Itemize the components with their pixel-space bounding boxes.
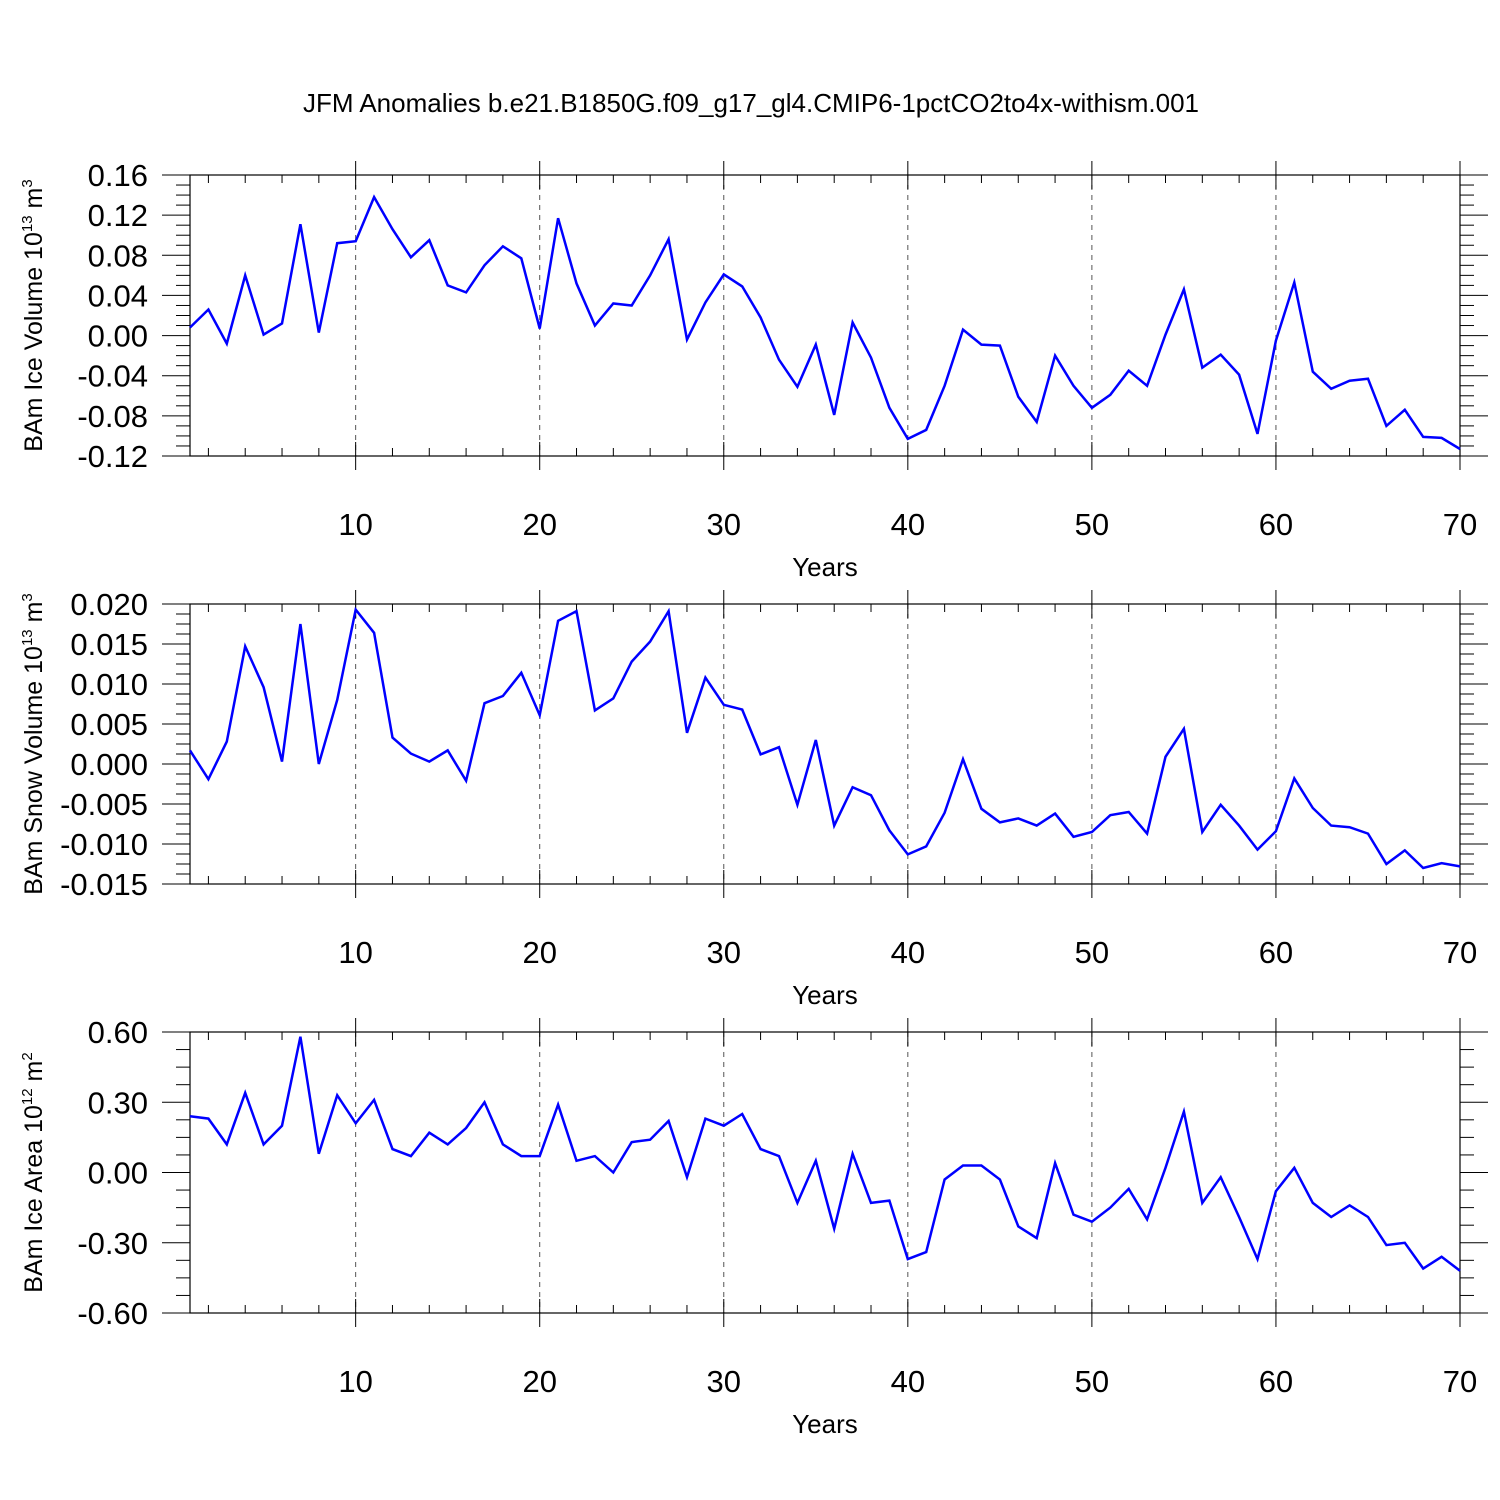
y-tick-label: 0.12 [88, 198, 148, 233]
panel-3: -0.60 -0.30 0.00 0.30 0.60 10 20 30 40 50 60 70 Year… [19, 1015, 1488, 1439]
series-line [189, 194, 1461, 451]
x-tick-label: 30 [707, 507, 741, 542]
y-tick-label: 0.015 [70, 627, 148, 662]
y-tick-label: 0.30 [88, 1085, 148, 1120]
x-tick-label: 60 [1259, 1364, 1293, 1399]
x-tick-label: 40 [891, 1364, 925, 1399]
plot-frame [189, 603, 1461, 885]
plot-frame [189, 174, 1461, 457]
x-axis-label: Years [792, 1409, 858, 1439]
y-tick-label: 0.00 [88, 1156, 148, 1191]
y-tick-label: -0.015 [60, 867, 148, 902]
y-tick-label: 0.16 [88, 158, 148, 193]
y-tick-label: -0.12 [77, 439, 148, 474]
chart-panels: -0.12 -0.08 -0.04 0.00 0.04 0.08 0.12 0.16 10 20 3… [19, 158, 1488, 1439]
y-tick-label: -0.08 [77, 399, 148, 434]
y-tick-label: 0.60 [88, 1015, 148, 1050]
x-tick-label: 10 [338, 1364, 372, 1399]
panel-1: -0.12 -0.08 -0.04 0.00 0.04 0.08 0.12 0.16 10 20 3… [19, 158, 1488, 582]
y-axis-label-unit: m [20, 1061, 48, 1089]
y-axis-label: BAm Ice Area 1012 m2 [19, 1052, 48, 1292]
y-tick-label: 0.04 [88, 278, 148, 313]
x-tick-label: 30 [707, 935, 741, 970]
x-axis-label: Years [792, 980, 858, 1010]
x-tick-label: 60 [1259, 507, 1293, 542]
y-axis-label-exponent: 13 [19, 215, 36, 232]
panel-2: -0.015 -0.010 -0.005 0.000 0.005 0.010 0.015 0.… [19, 587, 1488, 1010]
y-tick-label: -0.010 [60, 827, 148, 862]
x-tick-label: 50 [1075, 935, 1109, 970]
series-line [189, 1036, 1461, 1272]
y-tick-label: -0.60 [77, 1296, 148, 1331]
y-axis-label: BAm Ice Volume 1013 m3 [19, 179, 48, 451]
y-axis-label-unit-exponent: 3 [19, 179, 36, 187]
y-axis-label-text: BAm Ice Area 10 [20, 1105, 48, 1293]
y-tick-label: 0.005 [70, 707, 148, 742]
x-tick-label: 20 [522, 1364, 556, 1399]
chart-title: JFM Anomalies b.e21.B1850G.f09_g17_gl4.C… [303, 88, 1199, 118]
x-tick-label: 70 [1443, 935, 1477, 970]
y-tick-label: 0.000 [70, 747, 148, 782]
x-tick-label: 40 [891, 507, 925, 542]
y-tick-label: -0.04 [77, 359, 148, 394]
x-tick-label: 70 [1443, 507, 1477, 542]
x-tick-label: 30 [707, 1364, 741, 1399]
x-tick-label: 70 [1443, 1364, 1477, 1399]
y-axis-label-exponent: 13 [19, 629, 36, 646]
y-tick-label: 0.010 [70, 667, 148, 702]
series-line [188, 606, 1461, 870]
y-axis-label-text: BAm Snow Volume 10 [20, 646, 48, 895]
y-tick-label: 0.00 [88, 319, 148, 354]
y-axis-label-exponent: 12 [19, 1088, 36, 1105]
x-tick-label: 50 [1075, 507, 1109, 542]
y-axis-label-unit: m [20, 188, 48, 216]
y-tick-label: 0.08 [88, 238, 148, 273]
x-tick-label: 20 [522, 507, 556, 542]
y-axis-label-unit-exponent: 3 [19, 593, 36, 601]
y-tick-label: -0.005 [60, 787, 148, 822]
x-tick-label: 10 [338, 935, 372, 970]
y-tick-label: 0.020 [70, 587, 148, 622]
y-axis-label-text: BAm Ice Volume 10 [20, 232, 48, 452]
y-axis-label-unit-exponent: 2 [19, 1052, 36, 1060]
x-tick-label: 50 [1075, 1364, 1109, 1399]
x-tick-label: 60 [1259, 935, 1293, 970]
x-tick-label: 40 [891, 935, 925, 970]
x-tick-label: 20 [522, 935, 556, 970]
plot-frame [189, 1031, 1461, 1314]
x-tick-label: 10 [338, 507, 372, 542]
y-axis-label-unit: m [20, 602, 48, 630]
x-axis-label: Years [792, 552, 858, 582]
y-tick-label: -0.30 [77, 1226, 148, 1261]
y-axis-label: BAm Snow Volume 1013 m3 [19, 593, 48, 895]
